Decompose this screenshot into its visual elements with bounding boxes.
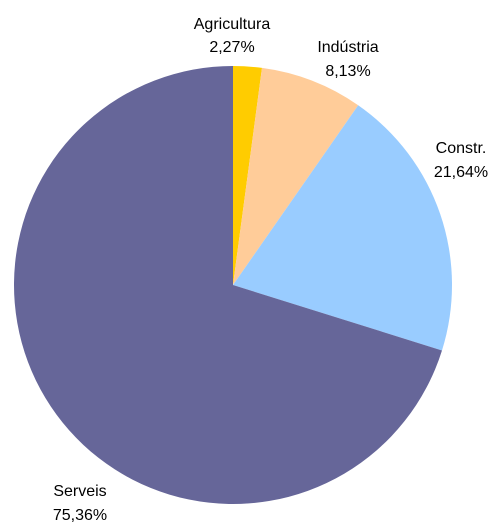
slice-value-serveis: 75,36% bbox=[53, 507, 107, 523]
pie-slice-agricultura bbox=[233, 66, 262, 285]
slice-value-constr: 21,64% bbox=[434, 164, 488, 181]
slices-group bbox=[13, 66, 452, 504]
slice-label-agricultura: Agricultura bbox=[194, 16, 271, 33]
slice-label-industria: Indústria bbox=[317, 39, 378, 56]
slice-label-serveis: Serveis bbox=[53, 483, 106, 500]
pie-slice-serveis bbox=[13, 66, 442, 504]
slice-value-industria: 8,13% bbox=[325, 63, 370, 80]
slice-value-agricultura: 2,27% bbox=[209, 39, 254, 56]
slice-label-constr: Constr. bbox=[436, 140, 487, 157]
pie-slice-ind-stria bbox=[233, 67, 359, 286]
pie-slice-constr bbox=[233, 105, 452, 351]
